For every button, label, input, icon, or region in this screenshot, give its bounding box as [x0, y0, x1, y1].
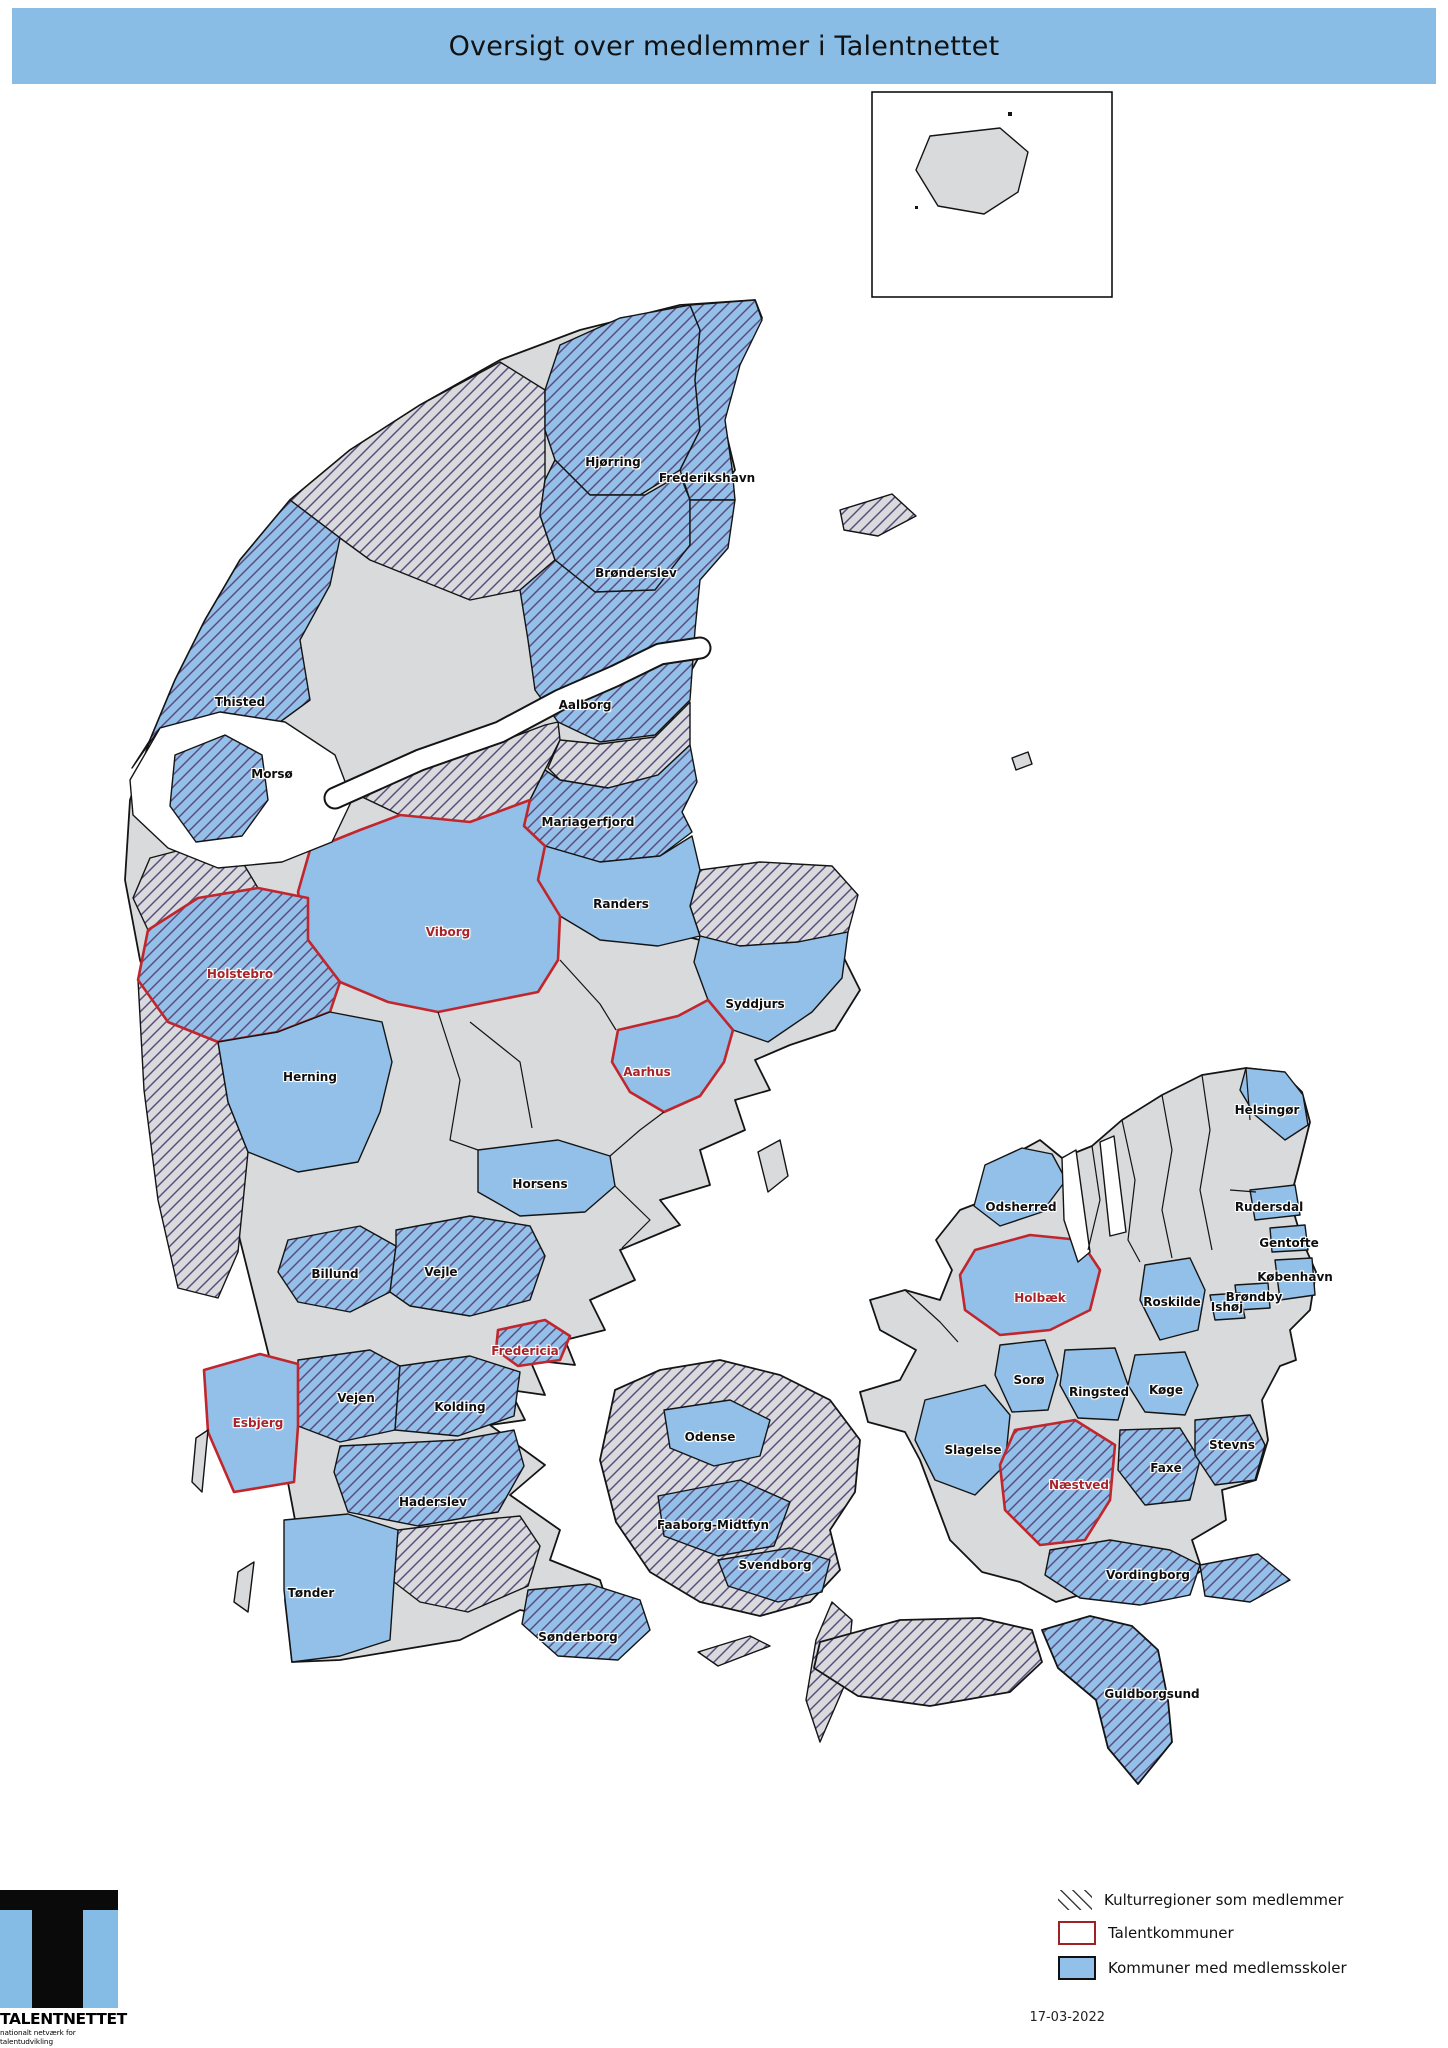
region-helsingoer: [1239, 1067, 1309, 1141]
region-haderslev: [333, 1429, 525, 1527]
region-gentofte: [1269, 1224, 1309, 1253]
region-holstebro: [136, 886, 342, 1044]
blue-fill-swatch-icon: [1058, 1956, 1096, 1980]
isefjord: [1061, 1149, 1091, 1263]
region-christiansoe: [1008, 112, 1012, 116]
region-moen: [1199, 1553, 1291, 1603]
region-esbjerg: [202, 1352, 300, 1494]
region-syddjurs: [693, 931, 849, 1043]
page-title: Oversigt over medlemmer i Talentnettet: [448, 30, 1000, 62]
limfjord-channel: [325, 638, 710, 808]
legend-label: Talentkommuner: [1108, 1924, 1234, 1942]
legend-label: Kulturregioner som medlemmer: [1104, 1891, 1344, 1909]
logo-t-crossbar: [0, 1890, 118, 1910]
region-ishoej: [1209, 1292, 1246, 1321]
region-soroe: [994, 1339, 1059, 1413]
region-herning: [217, 1011, 393, 1173]
municipal-border-lines: [437, 959, 1257, 1343]
legend-row-kulturregioner: Kulturregioner som medlemmer: [1058, 1890, 1347, 1910]
region-slagelse: [914, 1384, 1011, 1496]
region-aabenraa: [393, 1515, 541, 1613]
date-label: 17-03-2022: [1029, 2010, 1105, 2025]
region-koebenhavn: [1274, 1257, 1316, 1301]
region-ringsted: [1059, 1347, 1129, 1421]
region-holbaek: [958, 1233, 1102, 1337]
region-odsherred: [973, 1147, 1067, 1227]
region-stevns: [1194, 1414, 1266, 1486]
hatch-swatch-icon: [1058, 1890, 1092, 1910]
region-kolding: [394, 1355, 521, 1437]
inset-islet: [915, 206, 918, 209]
region-koege: [1127, 1351, 1199, 1416]
red-outline-swatch-icon: [1058, 1921, 1096, 1945]
region-lolland: [813, 1617, 1043, 1707]
title-bar: Oversigt over medlemmer i Talentnettet: [12, 8, 1436, 84]
region-anholt: [1011, 751, 1033, 771]
region-billund: [277, 1225, 397, 1313]
region-laesoe: [839, 493, 917, 537]
region-faaborg-midtfyn: [657, 1479, 791, 1557]
region-naestved: [998, 1418, 1117, 1547]
region-morsoe: [169, 734, 269, 843]
region-vejen: [297, 1349, 401, 1443]
inset-map-bornholm: [871, 91, 1113, 298]
roskilde-fjord: [1099, 1135, 1127, 1237]
legend-label: Kommuner med medlemsskoler: [1108, 1959, 1347, 1977]
region-roemoe: [233, 1561, 255, 1613]
logo-name: TALENTNETTET: [0, 2010, 127, 2028]
region-samsoe: [757, 1139, 789, 1193]
region-toender: [283, 1513, 399, 1663]
region-svendborg: [717, 1547, 831, 1603]
logo-tagline: nationalt netværk for talentudvikling: [0, 2028, 76, 2046]
legend-row-medlemsskoler: Kommuner med medlemsskoler: [1058, 1956, 1347, 1980]
region-rudersdal: [1249, 1184, 1301, 1221]
region-bornholm: [915, 127, 1029, 215]
legend: Kulturregioner som medlemmer Talentkommu…: [1058, 1890, 1347, 1980]
legend-row-talentkommuner: Talentkommuner: [1058, 1921, 1347, 1945]
region-faxe: [1117, 1427, 1201, 1506]
logo-t-icon: [0, 1910, 118, 2008]
region-norddjurs: [689, 861, 859, 947]
region-horsens: [477, 1139, 616, 1217]
region-fredericia: [494, 1318, 572, 1368]
region-aeroe: [697, 1635, 771, 1667]
region-guldborgsund: [1041, 1615, 1173, 1785]
region-odense: [663, 1399, 771, 1467]
region-vejle: [389, 1215, 546, 1317]
region-vordingborg: [1044, 1539, 1201, 1606]
region-aarhus: [610, 998, 735, 1114]
talentnettet-logo: TALENTNETTET nationalt netværk for talen…: [0, 1890, 127, 2046]
region-fanoe: [191, 1429, 209, 1493]
region-roskilde: [1139, 1257, 1206, 1341]
region-soenderborg: [521, 1583, 651, 1661]
